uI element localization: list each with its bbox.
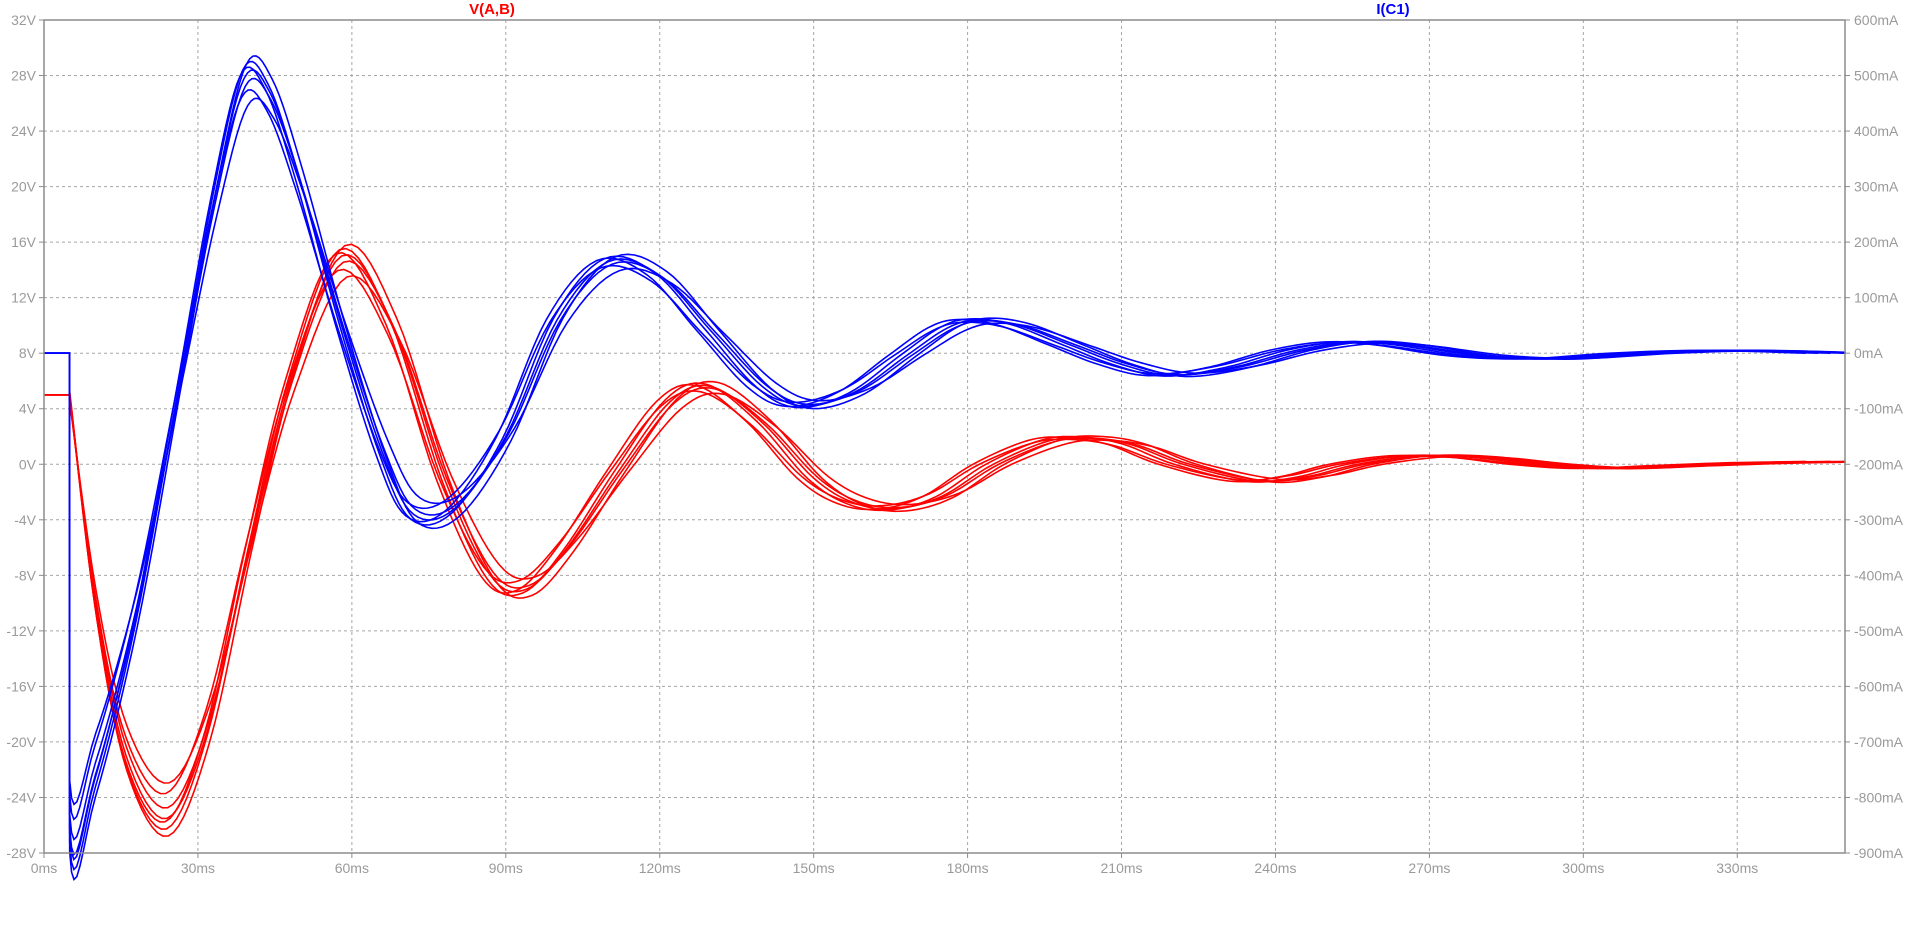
y-right-tick-label: -600mA: [1854, 678, 1904, 694]
y-left-tick-label: 32V: [11, 12, 37, 28]
x-tick-label: 30ms: [181, 860, 215, 876]
y-right-tick-label: 0mA: [1854, 345, 1883, 361]
y-right-tick-label: 600mA: [1854, 12, 1899, 28]
current-trace-run-4[interactable]: [44, 77, 1846, 841]
y-right-tick-label: -500mA: [1854, 623, 1904, 639]
y-left-tick-label: 16V: [11, 234, 37, 250]
voltage-trace-run-1[interactable]: [44, 253, 1846, 820]
y-right-tick-label: 400mA: [1854, 123, 1899, 139]
y-left-tick-label: -28V: [6, 845, 36, 861]
y-right-tick-label: -200mA: [1854, 456, 1904, 472]
trace-label-current[interactable]: I(C1): [1376, 1, 1409, 18]
y-right-tick-label: -700mA: [1854, 734, 1904, 750]
x-tick-label: 210ms: [1101, 860, 1143, 876]
y-right-tick-label: 200mA: [1854, 234, 1899, 250]
voltage-trace-run-4[interactable]: [44, 260, 1846, 809]
current-trace-run-6[interactable]: [44, 97, 1846, 806]
y-left-tick-label: -24V: [6, 789, 36, 805]
plot-frame: [43, 19, 1846, 854]
x-tick-label: 270ms: [1408, 860, 1450, 876]
y-left-tick-label: 8V: [19, 345, 37, 361]
y-left-tick-label: 28V: [11, 68, 37, 84]
y-right-tick-label: -400mA: [1854, 567, 1904, 583]
y-left-tick-label: 0V: [19, 456, 37, 472]
x-tick-label: 90ms: [489, 860, 523, 876]
x-tick-label: 330ms: [1716, 860, 1758, 876]
y-right-tick-label: 300mA: [1854, 179, 1899, 195]
traces: [44, 55, 1846, 882]
y-right-tick-label: 500mA: [1854, 68, 1899, 84]
y-left-tick-label: 4V: [19, 401, 37, 417]
x-tick-label: 120ms: [639, 860, 681, 876]
current-trace-run-3[interactable]: [44, 55, 1846, 882]
y-right-tick-label: 100mA: [1854, 290, 1899, 306]
voltage-trace-run-7[interactable]: [44, 251, 1806, 823]
y-right-tick-label: -900mA: [1854, 845, 1904, 861]
y-right-tick-label: -100mA: [1854, 401, 1904, 417]
current-trace-run-1[interactable]: [44, 69, 1846, 856]
voltage-trace-run-6[interactable]: [44, 274, 1846, 784]
tick-labels: 0ms 30ms 60ms 90ms 120ms 150ms 180ms 210ms 240ms…: [6, 12, 1903, 876]
y-left-tick-label: -12V: [6, 623, 36, 639]
x-tick-label: 0ms: [31, 860, 57, 876]
x-tick-label: 150ms: [793, 860, 835, 876]
y-left-tick-label: 24V: [11, 123, 37, 139]
x-tick-label: 180ms: [947, 860, 989, 876]
y-right-tick-label: -300mA: [1854, 512, 1904, 528]
x-tick-label: 60ms: [335, 860, 369, 876]
current-trace-run-7[interactable]: [44, 66, 1806, 861]
y-left-tick-label: 20V: [11, 179, 37, 195]
trace-label-voltage[interactable]: V(A,B): [469, 1, 515, 18]
x-tick-label: 240ms: [1254, 860, 1296, 876]
y-left-tick-label: -20V: [6, 734, 36, 750]
y-left-tick-label: -4V: [14, 512, 36, 528]
y-left-tick-label: -16V: [6, 678, 36, 694]
y-right-tick-label: -800mA: [1854, 789, 1904, 805]
x-tick-label: 300ms: [1562, 860, 1604, 876]
grid-lines: [44, 20, 1845, 853]
y-left-tick-label: 12V: [11, 290, 37, 306]
y-left-tick-label: -8V: [14, 567, 36, 583]
